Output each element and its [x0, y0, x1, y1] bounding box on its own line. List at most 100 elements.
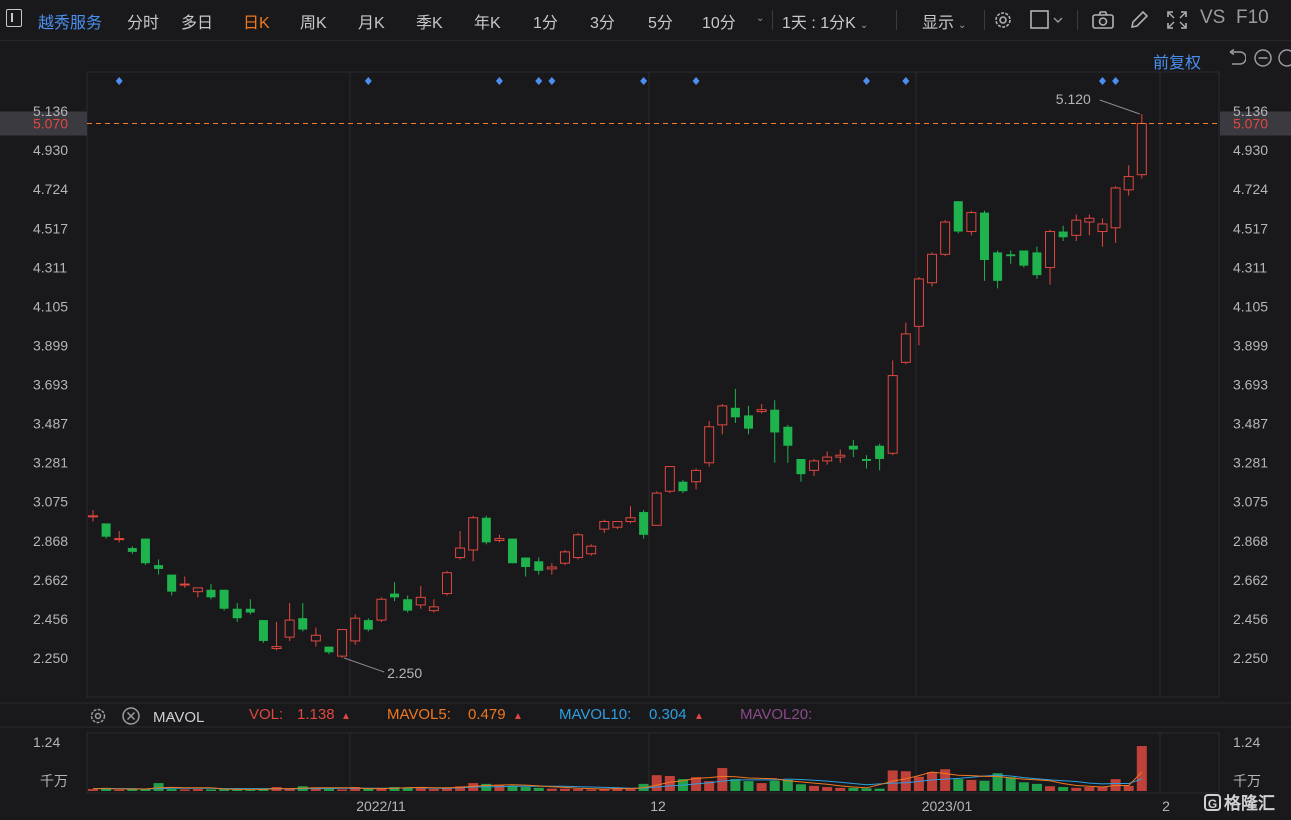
display-menu[interactable]: 显示 ⌄ [922, 9, 966, 33]
candle[interactable] [835, 449, 846, 463]
tab-1min[interactable]: 1分 [533, 15, 558, 32]
candle[interactable] [979, 210, 989, 281]
candle[interactable] [651, 491, 662, 526]
candle[interactable] [350, 614, 361, 645]
candle[interactable] [114, 531, 125, 543]
candle[interactable] [271, 621, 282, 651]
candle[interactable] [219, 589, 229, 611]
event-marker-diamond[interactable] [862, 77, 870, 85]
event-marker-diamond[interactable] [495, 77, 503, 85]
candle[interactable] [691, 468, 702, 490]
candle[interactable] [455, 531, 466, 560]
event-marker-diamond[interactable] [364, 77, 372, 85]
candle[interactable] [953, 201, 963, 234]
candle[interactable] [639, 510, 649, 539]
indicator-close-icon[interactable] [121, 706, 141, 726]
panel-toggle-icon[interactable] [6, 9, 22, 27]
settings-gear-icon[interactable] [992, 9, 1014, 31]
candle[interactable] [403, 595, 413, 613]
candle[interactable] [428, 599, 439, 613]
candle[interactable] [783, 424, 793, 463]
candle[interactable] [612, 521, 623, 530]
candle[interactable] [167, 574, 177, 596]
candles[interactable] [88, 114, 1147, 658]
tab-weekly-k[interactable]: 周K [300, 15, 327, 32]
candle[interactable] [599, 519, 610, 533]
event-marker-diamond[interactable] [1112, 77, 1120, 85]
period-dropdown-chevron-icon[interactable]: ⌄ [756, 13, 765, 24]
candle[interactable] [390, 582, 400, 602]
candle[interactable] [730, 388, 740, 423]
candle[interactable] [1123, 165, 1134, 196]
price-adjust-select[interactable]: 前复权 [1153, 55, 1202, 72]
candle[interactable] [376, 597, 387, 622]
tab-multi-day[interactable]: 多日 [181, 15, 214, 32]
candle[interactable] [232, 603, 242, 622]
candle[interactable] [887, 360, 898, 456]
candle[interactable] [770, 400, 780, 463]
event-markers[interactable] [115, 77, 1120, 85]
candle[interactable] [1084, 214, 1095, 236]
candle[interactable] [940, 220, 951, 257]
tab-intraday[interactable]: 分时 [127, 15, 160, 32]
candle[interactable] [717, 404, 728, 435]
candle[interactable] [310, 627, 321, 647]
candle[interactable] [875, 443, 885, 471]
candle[interactable] [179, 576, 190, 588]
candle[interactable] [546, 563, 557, 575]
event-marker-diamond[interactable] [115, 77, 123, 85]
zoom-out-icon[interactable] [1253, 48, 1273, 68]
candle[interactable] [927, 252, 938, 287]
candle[interactable] [1019, 250, 1029, 268]
candle[interactable] [284, 603, 295, 641]
candle[interactable] [127, 546, 137, 554]
tab-monthly-k[interactable]: 月K [358, 15, 385, 32]
candle[interactable] [363, 618, 373, 632]
candle[interactable] [796, 458, 806, 482]
candle[interactable] [809, 458, 820, 477]
tab-daily-k[interactable]: 日K [243, 15, 270, 32]
candle[interactable] [664, 466, 675, 494]
indicator-settings-gear-icon[interactable] [88, 706, 108, 726]
event-marker-diamond[interactable] [548, 77, 556, 85]
candle[interactable] [1110, 186, 1121, 243]
candle[interactable] [494, 534, 505, 543]
tab-quarterly-k[interactable]: 季K [416, 15, 443, 32]
candle[interactable] [88, 510, 98, 522]
candle[interactable] [245, 599, 255, 615]
candle[interactable] [1045, 229, 1056, 285]
candle[interactable] [861, 455, 871, 469]
candle[interactable] [822, 451, 833, 465]
camera-icon[interactable] [1091, 9, 1115, 31]
event-marker-diamond[interactable] [535, 77, 543, 85]
candle[interactable] [324, 646, 334, 655]
candle[interactable] [1071, 214, 1082, 242]
candle[interactable] [1032, 246, 1042, 279]
candle[interactable] [756, 404, 767, 414]
candle[interactable] [140, 538, 150, 566]
candle[interactable] [298, 603, 308, 632]
event-marker-diamond[interactable] [692, 77, 700, 85]
candle[interactable] [625, 506, 636, 524]
candle[interactable] [508, 538, 518, 564]
candle[interactable] [678, 479, 688, 494]
candle[interactable] [704, 421, 715, 467]
tab-5min[interactable]: 5分 [648, 15, 673, 32]
candle[interactable] [192, 587, 203, 598]
event-marker-diamond[interactable] [1098, 77, 1106, 85]
candle[interactable] [573, 532, 584, 560]
layout-box-icon[interactable] [1029, 9, 1065, 31]
stock-name[interactable]: 越秀服务 [38, 15, 103, 32]
candle[interactable] [101, 523, 111, 539]
pencil-draw-icon[interactable] [1128, 9, 1150, 31]
candle[interactable] [154, 559, 164, 575]
tab-yearly-k[interactable]: 年K [474, 15, 501, 32]
candle[interactable] [441, 570, 452, 596]
tab-10min[interactable]: 10分 [702, 15, 736, 32]
candle[interactable] [521, 557, 531, 577]
event-marker-diamond[interactable] [902, 77, 910, 85]
candle[interactable] [258, 620, 268, 643]
candle[interactable] [744, 405, 753, 435]
candle[interactable] [966, 210, 977, 236]
candle[interactable] [481, 515, 491, 545]
